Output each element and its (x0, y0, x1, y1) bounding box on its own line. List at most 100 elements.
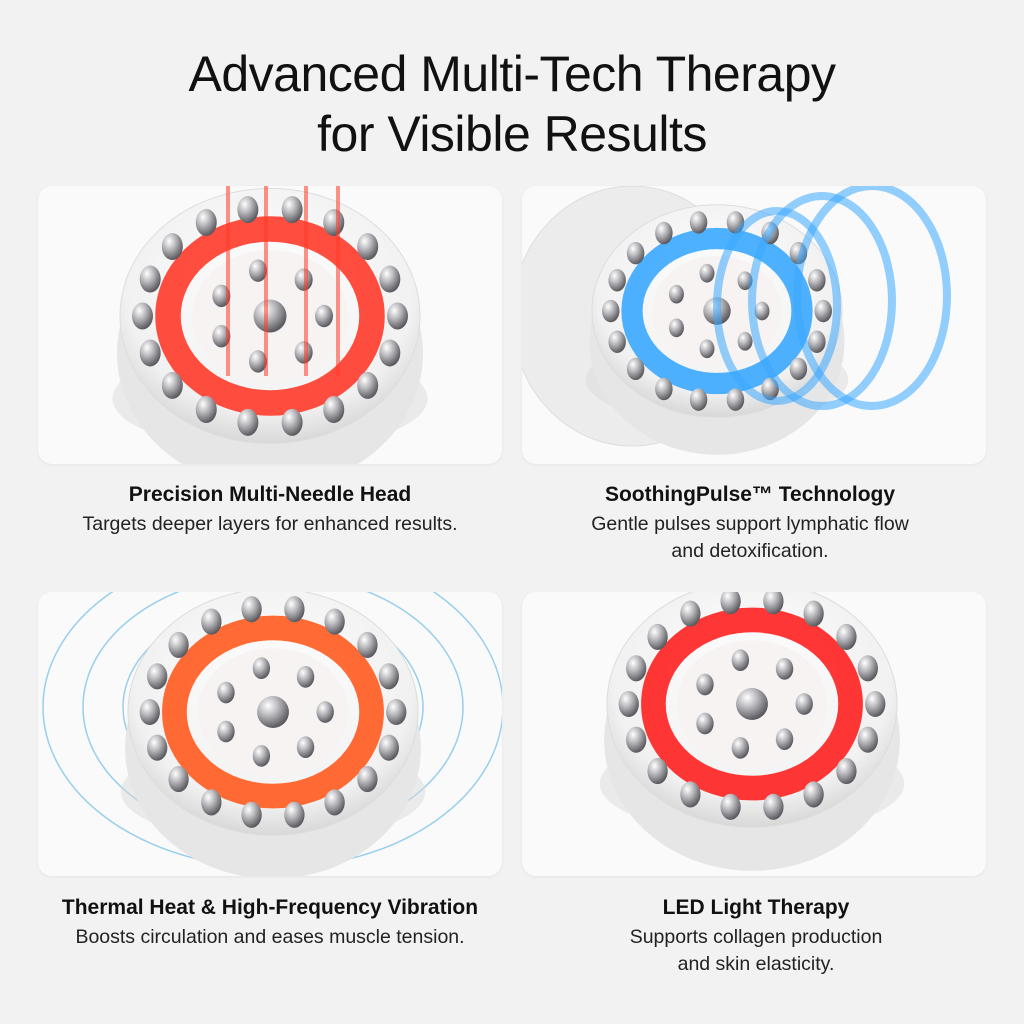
needle-bead (294, 268, 313, 291)
feature-caption-led-therapy: LED Light Therapy Supports collagen prod… (506, 894, 1006, 978)
led-ring (155, 216, 385, 416)
page-title-line-2: for Visible Results (317, 106, 707, 162)
needle-bead (803, 600, 824, 627)
led-ring (641, 607, 863, 801)
feature-card-led-therapy (522, 592, 986, 876)
needle-bead (212, 324, 231, 348)
needle-bead (720, 793, 741, 820)
needle-bead (680, 600, 701, 627)
feature-caption-multi-needle: Precision Multi-Needle Head Targets deep… (20, 481, 520, 538)
light-beam (226, 186, 230, 376)
feature-card-multi-needle (38, 186, 502, 464)
needle-bead (803, 781, 824, 808)
feature-description: Supports collagen production and skin el… (629, 926, 883, 975)
needle-bead (626, 726, 647, 753)
needle-bead (357, 631, 378, 658)
needle-bead (775, 728, 794, 751)
needle-bead (132, 302, 153, 330)
needle-bead (731, 649, 750, 672)
needle-bead (315, 304, 333, 328)
needle-bead (217, 720, 235, 743)
needle-bead (252, 657, 271, 680)
needle-bead (237, 408, 259, 436)
feature-description: Targets deeper layers for enhanced resul… (82, 513, 458, 535)
light-beam (264, 186, 268, 376)
needle-bead (754, 301, 770, 321)
feature-heading: SoothingPulse™ Technology (604, 483, 896, 506)
needle-bead (248, 350, 267, 373)
feature-caption-thermal-vibration: Thermal Heat & High-Frequency Vibration … (20, 894, 520, 951)
needle-bead (668, 318, 684, 338)
needle-bead (161, 371, 183, 399)
needle-bead (789, 357, 808, 381)
needle-bead (378, 663, 399, 690)
light-beam (336, 186, 340, 376)
needle-bead (139, 339, 161, 367)
needle-bead (241, 596, 262, 623)
needle-bead (608, 268, 626, 292)
needle-bead (647, 623, 668, 650)
needle-bead (808, 268, 826, 292)
pulse-ring (793, 186, 951, 410)
needle-bead (324, 789, 345, 816)
needle-bead (378, 734, 399, 761)
needle-bead (217, 681, 235, 704)
needle-bead (696, 673, 714, 696)
needle-bead (139, 698, 160, 726)
needle-bead (655, 221, 673, 245)
needle-bead (168, 766, 189, 793)
needle-bead (357, 371, 379, 399)
needle-bead (836, 758, 857, 785)
device-heat-vibration-image (42, 592, 502, 876)
needle-bead (161, 233, 183, 261)
feature-caption-soothing-pulse: SoothingPulse™ Technology Gentle pulses … (500, 481, 1000, 565)
needle-bead (857, 655, 878, 682)
needle-bead (655, 377, 673, 401)
needle-bead (699, 263, 715, 283)
needle-bead (195, 208, 217, 236)
needle-bead (379, 265, 401, 293)
needle-bead (808, 330, 826, 354)
pulse-ring (713, 207, 841, 405)
pulse-ring (748, 192, 896, 410)
feature-heading: Precision Multi-Needle Head (128, 483, 412, 506)
needle-bead (201, 608, 222, 635)
needle-bead (647, 758, 668, 785)
needle-bead (168, 631, 189, 658)
led-ring (621, 227, 813, 395)
needle-bead (379, 339, 401, 367)
center-bead (253, 299, 287, 333)
center-bead (257, 696, 289, 728)
needle-bead (284, 801, 305, 828)
needle-bead (387, 302, 408, 330)
needle-bead (386, 698, 407, 726)
needle-bead (726, 388, 745, 411)
needle-bead (296, 736, 315, 759)
needle-bead (248, 259, 267, 282)
needle-bead (836, 623, 857, 650)
needle-bead (857, 726, 878, 753)
device-red-light-beams-image (112, 186, 428, 464)
needle-bead (731, 736, 750, 759)
needle-bead (323, 396, 345, 424)
needle-bead (763, 592, 784, 615)
needle-bead (696, 712, 714, 735)
needle-bead (237, 196, 259, 224)
needle-bead (147, 734, 168, 761)
feature-card-thermal-vibration (38, 592, 502, 876)
feature-description: Boosts circulation and eases muscle tens… (75, 926, 465, 948)
feature-card-soothing-pulse (522, 186, 986, 464)
needle-bead (281, 196, 303, 224)
needle-bead (296, 665, 315, 688)
needle-bead (763, 793, 784, 820)
led-ring (162, 615, 384, 809)
needle-bead (357, 233, 379, 261)
needle-bead (814, 299, 832, 323)
needle-bead (602, 299, 620, 323)
needle-bead (689, 211, 708, 234)
feature-heading: Thermal Heat & High-Frequency Vibration (61, 896, 479, 919)
needle-bead (201, 789, 222, 816)
needle-bead (212, 284, 231, 308)
needle-bead (241, 801, 262, 828)
needle-bead (626, 241, 645, 265)
